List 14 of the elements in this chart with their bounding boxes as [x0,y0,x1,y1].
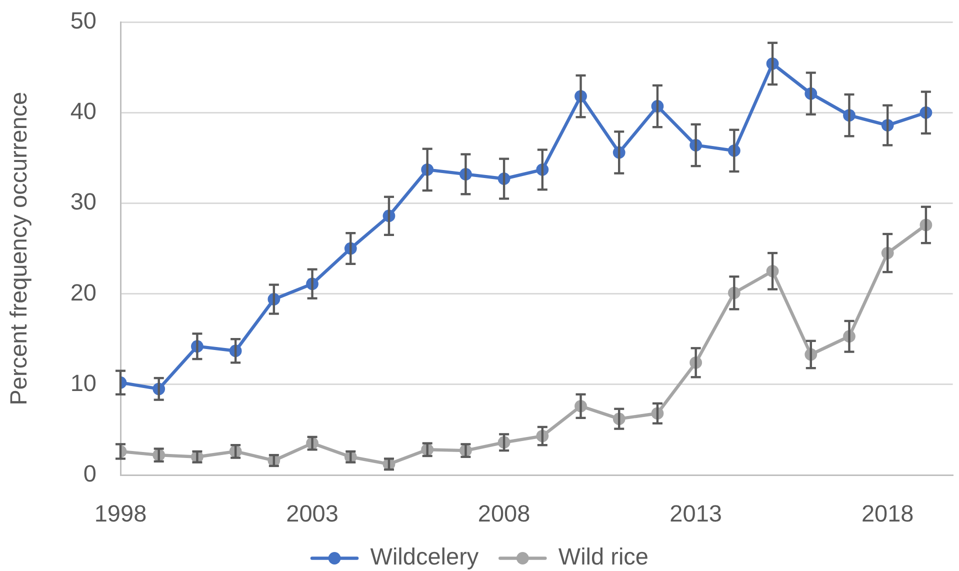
y-tick-label: 20 [70,279,96,306]
y-tick-label: 30 [70,188,96,215]
y-axis-title: Percent frequency occurrence [6,92,32,406]
x-tick-label: 2018 [861,500,914,527]
x-tick-label: 2013 [670,500,722,527]
y-tick-label: 50 [70,7,96,34]
legend-label: Wild rice [558,544,648,570]
y-tick-label: 40 [70,98,96,124]
x-tick-label: 1998 [94,500,147,527]
y-tick-label: 0 [83,460,96,486]
x-tick-label: 2003 [286,500,338,527]
y-tick-label: 10 [70,370,96,396]
x-tick-label: 2008 [478,500,530,527]
legend-label: Wildcelery [370,544,479,570]
